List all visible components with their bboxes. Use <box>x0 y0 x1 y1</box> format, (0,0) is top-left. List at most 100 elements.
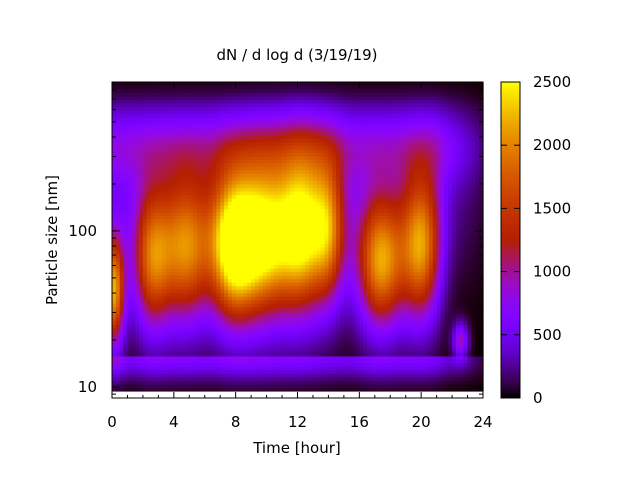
heatmap-cell <box>274 169 279 174</box>
heatmap-cell <box>289 197 295 202</box>
heatmap-cell <box>258 292 264 297</box>
heatmap-cell <box>324 145 330 150</box>
heatmap-cell <box>309 250 314 255</box>
heatmap-cell <box>262 299 268 304</box>
heatmap-cell <box>251 369 256 375</box>
heatmap-cell <box>282 275 287 280</box>
heatmap-cell <box>189 110 194 115</box>
heatmap-cell <box>239 85 244 90</box>
heatmap-cell <box>289 127 295 132</box>
heatmap-cell <box>127 271 132 276</box>
heatmap-cell <box>189 89 194 94</box>
heatmap-cell <box>166 313 171 318</box>
heatmap-cell <box>305 341 310 346</box>
heatmap-cell <box>127 250 132 255</box>
heatmap-cell <box>115 310 121 315</box>
heatmap-cell <box>282 194 287 199</box>
heatmap-cell <box>166 92 171 97</box>
heatmap-cell <box>166 229 171 234</box>
heatmap-cell <box>200 204 206 209</box>
heatmap-cell <box>181 257 187 262</box>
heatmap-cell <box>224 173 229 178</box>
heatmap-cell <box>301 180 306 185</box>
heatmap-cell <box>274 173 279 178</box>
heatmap-cell <box>324 99 330 104</box>
heatmap-cell <box>150 148 156 153</box>
heatmap-cell <box>247 334 252 339</box>
heatmap-cell <box>142 299 148 304</box>
heatmap-cell <box>169 341 175 346</box>
heatmap-cell <box>297 187 302 192</box>
heatmap-cell <box>251 327 256 332</box>
heatmap-cell <box>173 380 179 385</box>
heatmap-cell <box>328 292 333 297</box>
heatmap-cell <box>316 176 322 181</box>
heatmap-cell <box>216 310 221 315</box>
heatmap-cell <box>316 355 322 360</box>
heatmap-cell <box>200 373 206 378</box>
heatmap-cell <box>177 250 183 255</box>
heatmap-cell <box>297 345 302 350</box>
heatmap-cell <box>278 194 283 199</box>
heatmap-cell <box>139 113 144 118</box>
heatmap-cell <box>243 331 248 336</box>
heatmap-cell <box>146 169 152 174</box>
heatmap-cell <box>189 152 194 157</box>
heatmap-cell <box>158 187 163 192</box>
heatmap-cell <box>115 180 121 185</box>
heatmap-cell <box>162 194 167 199</box>
heatmap-cell <box>115 169 121 174</box>
heatmap-cell <box>266 120 272 125</box>
heatmap-cell <box>208 369 214 375</box>
heatmap-cell <box>112 124 117 129</box>
heatmap-cell <box>297 334 302 339</box>
heatmap-cell <box>297 211 302 217</box>
heatmap-cell <box>278 352 283 357</box>
heatmap-cell <box>251 362 256 367</box>
heatmap-cell <box>305 162 310 167</box>
heatmap-cell <box>146 320 152 325</box>
heatmap-cell <box>247 159 252 164</box>
heatmap-cell <box>208 131 214 136</box>
heatmap-cell <box>173 162 179 167</box>
heatmap-cell <box>297 127 302 132</box>
heatmap-cell <box>197 173 202 178</box>
heatmap-cell <box>146 306 152 311</box>
heatmap-cell <box>324 159 330 164</box>
heatmap-cell <box>173 334 179 339</box>
heatmap-cell <box>146 120 152 125</box>
heatmap-cell <box>115 247 121 252</box>
heatmap-cell <box>200 380 206 385</box>
heatmap-cell <box>251 317 256 322</box>
heatmap-cell <box>278 359 283 364</box>
heatmap-cell <box>266 303 272 308</box>
heatmap-cell <box>162 341 167 346</box>
heatmap-cell <box>320 110 326 115</box>
heatmap-cell <box>177 155 183 160</box>
heatmap-cell <box>193 183 198 188</box>
heatmap-cell <box>216 180 221 185</box>
heatmap-cell <box>231 183 237 188</box>
heatmap-cell <box>251 275 256 280</box>
heatmap-cell <box>297 271 302 276</box>
heatmap-cell <box>278 159 283 164</box>
heatmap-cell <box>146 96 152 101</box>
heatmap-cell <box>224 89 229 94</box>
heatmap-cell <box>227 89 233 94</box>
heatmap-cell <box>212 243 217 248</box>
heatmap-cell <box>146 127 152 132</box>
heatmap-cell <box>312 89 318 94</box>
heatmap-cell <box>166 303 171 308</box>
heatmap-cell <box>251 138 256 143</box>
heatmap-cell <box>181 250 187 255</box>
heatmap-cell <box>115 250 121 255</box>
heatmap-cell <box>208 222 214 227</box>
heatmap-cell <box>278 180 283 185</box>
heatmap-cell <box>278 282 283 287</box>
heatmap-cell <box>112 317 117 322</box>
heatmap-cell <box>162 218 167 224</box>
heatmap-cell <box>154 127 159 132</box>
heatmap-cell <box>154 289 159 294</box>
heatmap-cell <box>285 127 291 132</box>
heatmap-cell <box>270 232 275 238</box>
